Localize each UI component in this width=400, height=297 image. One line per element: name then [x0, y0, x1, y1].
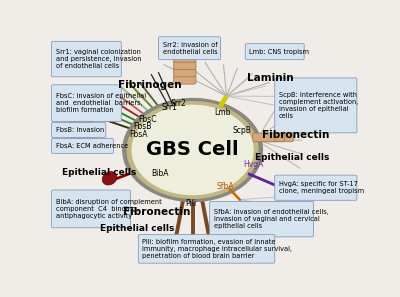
FancyBboxPatch shape: [52, 85, 121, 121]
Text: FbsB: invasion: FbsB: invasion: [56, 127, 104, 133]
Text: HvgA: HvgA: [243, 160, 263, 169]
FancyBboxPatch shape: [262, 133, 284, 142]
FancyBboxPatch shape: [174, 68, 196, 77]
Text: Fibronectin: Fibronectin: [262, 130, 330, 140]
Text: Srr1: Srr1: [162, 103, 177, 112]
Text: Epithelial cells: Epithelial cells: [255, 154, 329, 162]
FancyBboxPatch shape: [275, 78, 357, 133]
Text: SfbA: SfbA: [216, 182, 234, 191]
Text: Srr2: invasion of
endothelial cells: Srr2: invasion of endothelial cells: [162, 42, 217, 55]
FancyBboxPatch shape: [70, 119, 92, 128]
FancyBboxPatch shape: [271, 133, 294, 142]
Text: Lmb: Lmb: [214, 108, 230, 117]
FancyBboxPatch shape: [52, 138, 114, 154]
Circle shape: [127, 102, 258, 198]
FancyBboxPatch shape: [210, 201, 314, 237]
Text: Pili: biofilm formation, evasion of innate
immunity, macrophage intracellular su: Pili: biofilm formation, evasion of inna…: [142, 239, 292, 259]
FancyBboxPatch shape: [174, 61, 196, 69]
Text: Laminin: Laminin: [247, 73, 294, 83]
Text: Lmb: CNS tropism: Lmb: CNS tropism: [249, 49, 309, 55]
Text: ScpB: interference with
complement activation,
invasion of epithelial
cells: ScpB: interference with complement activ…: [279, 91, 358, 119]
FancyBboxPatch shape: [138, 235, 275, 263]
FancyBboxPatch shape: [52, 41, 121, 77]
Text: Fibrinogen: Fibrinogen: [118, 80, 182, 90]
Text: ScpB: ScpB: [232, 126, 251, 135]
Text: Pili: Pili: [186, 199, 197, 208]
Text: BibA: disruption of complement
component  C4  binding,
antiphagocytic activity: BibA: disruption of complement component…: [56, 199, 161, 219]
FancyBboxPatch shape: [245, 44, 304, 60]
Text: FbsA: FbsA: [129, 130, 147, 139]
Text: HvgA: specific for ST-17
clone, meningeal tropism: HvgA: specific for ST-17 clone, meningea…: [279, 181, 364, 194]
FancyBboxPatch shape: [253, 133, 275, 142]
Text: FbsC: FbsC: [138, 115, 157, 124]
Text: Epithelial cells: Epithelial cells: [62, 168, 137, 177]
Text: BibA: BibA: [151, 170, 169, 178]
Text: GBS Cell: GBS Cell: [146, 140, 239, 159]
Ellipse shape: [102, 172, 117, 185]
Text: Srr1: vaginal colonization
and persistence, invasion
of endothelial cells: Srr1: vaginal colonization and persisten…: [56, 49, 141, 69]
FancyBboxPatch shape: [70, 133, 92, 142]
FancyBboxPatch shape: [70, 126, 92, 135]
FancyBboxPatch shape: [174, 75, 196, 84]
FancyBboxPatch shape: [275, 175, 357, 200]
Text: SfbA: invasion of endothelial cells,
invasion of vaginal and cervical
epithelial: SfbA: invasion of endothelial cells, inv…: [214, 209, 328, 229]
Text: Srr2: Srr2: [171, 99, 186, 108]
FancyBboxPatch shape: [52, 123, 106, 138]
Circle shape: [132, 105, 253, 195]
Text: Fibronectin: Fibronectin: [123, 207, 190, 217]
Text: Epithelial cells: Epithelial cells: [100, 224, 174, 233]
Circle shape: [123, 99, 262, 201]
FancyBboxPatch shape: [174, 53, 196, 62]
FancyBboxPatch shape: [52, 190, 131, 228]
Text: FbsA: ECM adherence: FbsA: ECM adherence: [56, 143, 128, 149]
FancyBboxPatch shape: [158, 37, 220, 60]
Text: FbsB: FbsB: [133, 122, 152, 131]
Text: FbsC: invasion of epithelial
and  endothelial  barriers,
biofilm formation: FbsC: invasion of epithelial and endothe…: [56, 93, 146, 113]
